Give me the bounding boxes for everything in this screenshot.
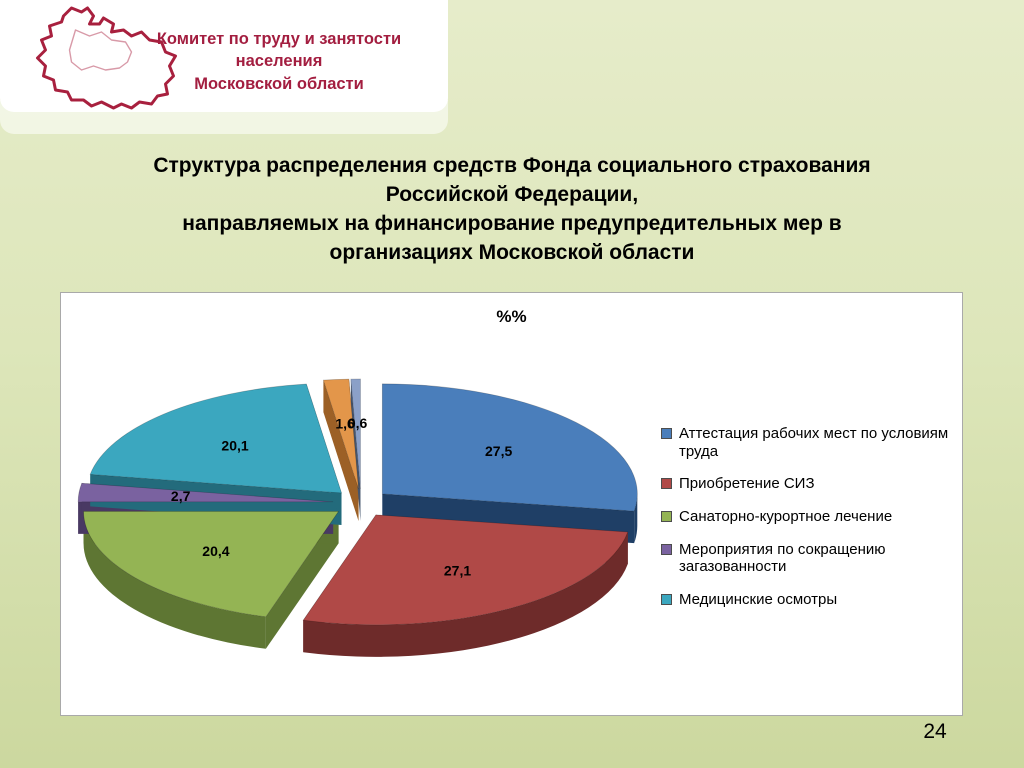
pie-slice-side [323,380,359,522]
slide-title-line: Структура распределения средств Фонда со… [153,154,871,177]
legend-label: Приобретение СИЗ [679,475,815,493]
pie-slice [83,511,340,618]
legend-swatch [661,594,672,606]
pie-slice-rim [634,493,638,544]
pie-slice-label: 27,5 [485,443,512,459]
committee-name-line1: Комитет по труду и занятости населения [156,30,402,71]
pie-slice-label: 20,1 [221,438,248,454]
pie-chart: 27,5 27,1 20,4 2,7 20,1 1,60,6 [77,378,638,657]
slide-title-line: организациях Московской области [329,240,695,264]
legend-item: Приобретение СИЗ [661,475,957,493]
legend-swatch [661,511,672,523]
pie-slice-label: 1,6 [335,415,355,431]
pie-slice-label: 27,1 [444,563,471,579]
legend-item: Мероприятия по сокращению загазованности [661,541,957,576]
pie-slice-side [265,511,339,649]
legend-item: Аттестация рабочих мест по условиям труд… [661,425,957,460]
slide-title-line: Российской Федерации, [385,182,639,206]
pie-slice [89,383,343,494]
slide-title: Структура распределения средств Фонда со… [62,152,962,268]
legend-label: Мероприятия по сокращению загазованности [679,540,886,576]
pie-slice [350,378,361,490]
legend-swatch [661,543,672,555]
header-logo-box: Комитет по труду и занятости населения М… [0,0,448,112]
pie-slice-label: 2,7 [171,488,191,504]
pie-slice-rim [303,532,628,657]
legend-label: Медицинские осмотры [679,591,838,609]
legend-swatch [661,478,672,490]
legend-swatch [661,428,672,439]
pie-slice [77,482,334,503]
slide-title-line: направляемых на финансирование предупред… [182,211,842,235]
pie-slice [322,378,359,490]
committee-name: Комитет по труду и занятости населения М… [118,28,440,95]
chart-area: %% 27,5 27,1 20,4 2,7 20,1 1,6 0,6 Аттестация … [60,292,963,716]
legend-label: Санаторно-курортное лечение [679,508,893,526]
committee-name-line2: Московской области [194,74,364,93]
chart-legend: Аттестация рабочих мест по условиям труд… [661,425,957,624]
pie-slice-rim [83,511,266,649]
page-number: 24 [923,720,947,743]
pie-slice [302,514,629,626]
legend-item: Санаторно-курортное лечение [661,508,957,526]
pie-slice [381,383,638,512]
moscow-oblast-map-icon [36,6,177,110]
chart-title: %% [496,307,527,326]
legend-item: Медицинские осмотры [661,591,957,609]
legend-label: Аттестация рабочих мест по условиям труд… [679,425,949,460]
pie-slice-label: 20,4 [202,543,229,559]
pie-slice-label: 0,6 [348,415,368,431]
